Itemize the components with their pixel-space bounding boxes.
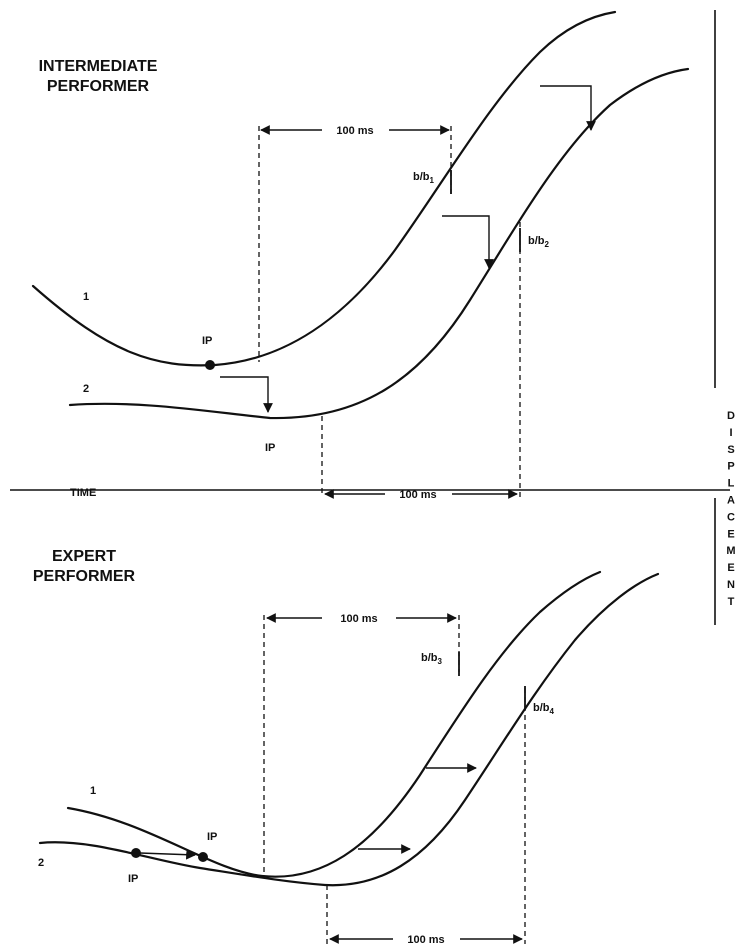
expert-title-line1: EXPERT [52, 548, 116, 565]
displacement-axis-letter: T [728, 596, 735, 608]
displacement-axis-letter: A [727, 495, 735, 507]
expert-ip-label-1: IP [207, 831, 217, 843]
expert-curve-1-label: 1 [90, 785, 96, 797]
displacement-axis-letter: M [726, 545, 735, 557]
expert-curve-2-label: 2 [38, 857, 44, 869]
intermediate-marker-b2-label: b/b2 [528, 235, 550, 249]
intermediate-shift-arrow-ip [220, 376, 273, 413]
intermediate-title-line1: INTERMEDIATE [39, 58, 158, 75]
expert-ip-label-2: IP [128, 873, 138, 885]
displacement-axis-letter: C [727, 511, 735, 523]
intermediate-shift-arrow-top [540, 85, 596, 131]
displacement-axis-letter: S [727, 444, 734, 456]
expert-title-line2: PERFORMER [33, 568, 136, 585]
intermediate-ip-label-2: IP [265, 442, 275, 454]
displacement-axis-letter: E [727, 528, 734, 540]
expert-curve-2 [38, 572, 660, 887]
displacement-axis-letter: I [729, 427, 732, 439]
intermediate-curve-1 [31, 10, 617, 367]
intermediate-ip-label-1: IP [202, 335, 212, 347]
intermediate-curve-2-label: 2 [83, 383, 89, 395]
expert-interval-bottom-label: 100 ms [407, 934, 444, 946]
intermediate-ip-point [205, 360, 215, 370]
expert-ip-point-1 [198, 852, 208, 862]
intermediate-curve-2 [68, 67, 690, 420]
intermediate-title-line2: PERFORMER [47, 78, 150, 95]
intermediate-panel: INTERMEDIATE PERFORMER 1 2 IP IP 100 ms … [31, 10, 690, 501]
displacement-axis-letter: P [727, 461, 734, 473]
time-axis-label: TIME [70, 487, 96, 499]
expert-shift-arrow-ip [139, 849, 196, 860]
intermediate-shift-arrow-mid [442, 215, 494, 269]
displacement-axis-letter: L [728, 478, 735, 490]
intermediate-interval-bottom-label: 100 ms [399, 489, 436, 501]
intermediate-marker-b1-label: b/b1 [413, 171, 435, 185]
displacement-axis-letter: D [727, 410, 735, 422]
expert-panel: EXPERT PERFORMER 1 2 IP IP 100 ms 100 ms… [33, 548, 660, 946]
expert-marker-b4-label: b/b4 [533, 702, 555, 716]
displacement-axis-letter: E [727, 562, 734, 574]
expert-interval-top-label: 100 ms [340, 613, 377, 625]
intermediate-curve-1-label: 1 [83, 291, 89, 303]
expert-ip-point-2 [131, 848, 141, 858]
expert-curve-1 [66, 570, 602, 878]
intermediate-interval-top-label: 100 ms [336, 125, 373, 137]
expert-marker-b3-label: b/b3 [421, 652, 443, 666]
displacement-axis-letter: N [727, 579, 735, 591]
